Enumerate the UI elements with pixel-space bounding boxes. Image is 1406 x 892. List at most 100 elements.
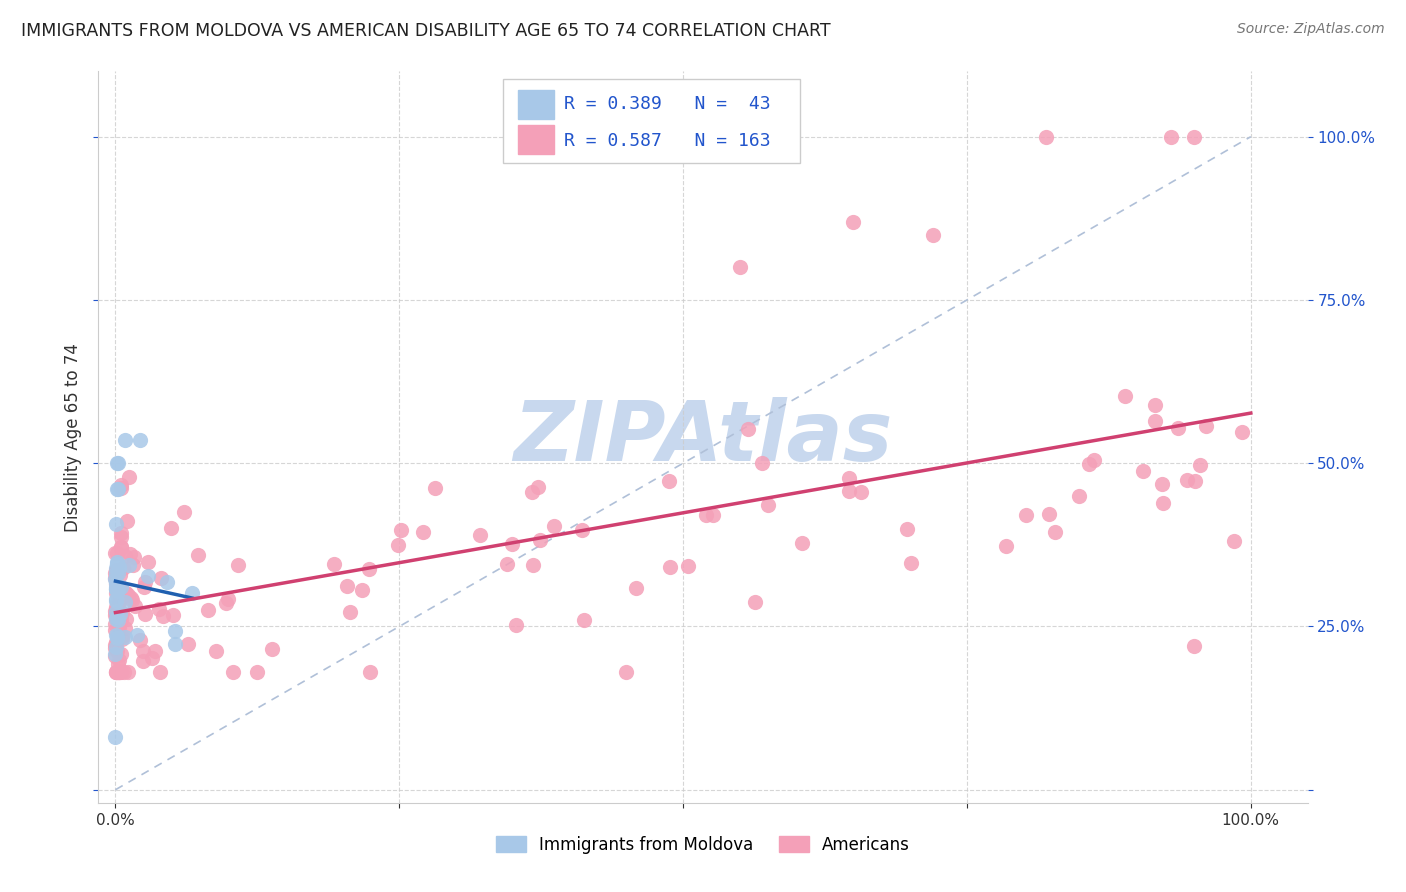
- Point: [1182, 129, 1205, 144]
- Point: [526, 480, 548, 494]
- Point: [104, 582, 127, 596]
- Point: [129, 632, 152, 647]
- Point: [111, 606, 134, 620]
- Point: [215, 596, 238, 610]
- Point: [756, 498, 779, 512]
- Point: [676, 559, 699, 574]
- Point: [104, 566, 127, 580]
- Point: [658, 474, 681, 488]
- Point: [1143, 414, 1166, 428]
- Text: ZIPAtlas: ZIPAtlas: [513, 397, 893, 477]
- Point: [104, 566, 127, 581]
- Point: [120, 591, 142, 605]
- Point: [120, 547, 142, 561]
- Point: [105, 643, 128, 657]
- Point: [389, 524, 412, 538]
- Point: [695, 508, 717, 522]
- Point: [132, 580, 155, 594]
- Point: [143, 644, 166, 658]
- Point: [1184, 474, 1206, 488]
- Point: [1230, 425, 1253, 439]
- Point: [118, 558, 141, 573]
- Point: [842, 214, 865, 228]
- Point: [1038, 507, 1060, 521]
- Point: [105, 577, 128, 591]
- Point: [156, 574, 179, 589]
- Point: [118, 470, 141, 484]
- Point: [104, 611, 127, 625]
- Point: [110, 541, 132, 555]
- Point: [624, 581, 647, 595]
- Point: [177, 637, 200, 651]
- Point: [107, 566, 129, 580]
- Point: [110, 481, 132, 495]
- Point: [260, 641, 283, 656]
- Point: [104, 640, 127, 655]
- Point: [114, 621, 136, 635]
- Point: [1015, 508, 1038, 522]
- Point: [1150, 476, 1173, 491]
- Point: [134, 607, 156, 622]
- Point: [114, 630, 136, 644]
- Point: [1132, 464, 1154, 478]
- Point: [117, 588, 139, 602]
- Point: [359, 665, 381, 680]
- Point: [108, 608, 131, 623]
- Point: [110, 612, 132, 626]
- Point: [495, 557, 517, 571]
- Point: [995, 540, 1018, 554]
- Point: [751, 456, 773, 470]
- Point: [1067, 489, 1090, 503]
- Point: [571, 523, 593, 537]
- Text: Source: ZipAtlas.com: Source: ZipAtlas.com: [1237, 22, 1385, 37]
- Point: [104, 600, 127, 615]
- Point: [107, 582, 129, 597]
- Point: [658, 560, 681, 574]
- Point: [1144, 398, 1167, 412]
- Point: [107, 657, 129, 671]
- Point: [115, 514, 138, 528]
- Point: [114, 585, 136, 599]
- Point: [108, 620, 131, 634]
- Point: [614, 665, 637, 680]
- Point: [105, 483, 128, 497]
- Point: [1043, 525, 1066, 540]
- Point: [543, 518, 565, 533]
- Point: [104, 648, 127, 663]
- Point: [107, 613, 129, 627]
- Point: [110, 665, 132, 680]
- Point: [104, 665, 127, 680]
- Point: [104, 571, 127, 585]
- Point: [163, 624, 186, 639]
- Point: [900, 556, 922, 570]
- Point: [104, 546, 127, 560]
- Point: [105, 555, 128, 569]
- Point: [1175, 473, 1198, 487]
- Point: [108, 665, 131, 680]
- Point: [744, 595, 766, 609]
- Point: [141, 651, 163, 665]
- Point: [129, 434, 152, 448]
- Point: [105, 557, 128, 571]
- Point: [111, 588, 134, 602]
- Point: [107, 560, 129, 574]
- Point: [162, 607, 184, 622]
- Point: [110, 540, 132, 554]
- Point: [105, 610, 128, 624]
- Point: [104, 605, 127, 619]
- Point: [148, 602, 170, 616]
- Point: [1223, 534, 1246, 549]
- Point: [114, 595, 136, 609]
- Point: [105, 631, 128, 645]
- Legend: Immigrants from Moldova, Americans: Immigrants from Moldova, Americans: [489, 829, 917, 860]
- Point: [114, 434, 136, 448]
- Point: [104, 603, 127, 617]
- Point: [336, 579, 359, 593]
- Point: [104, 516, 127, 531]
- Point: [111, 561, 134, 575]
- Point: [339, 605, 361, 619]
- Point: [1182, 639, 1205, 653]
- Point: [104, 643, 127, 657]
- Point: [110, 580, 132, 594]
- Point: [105, 665, 128, 680]
